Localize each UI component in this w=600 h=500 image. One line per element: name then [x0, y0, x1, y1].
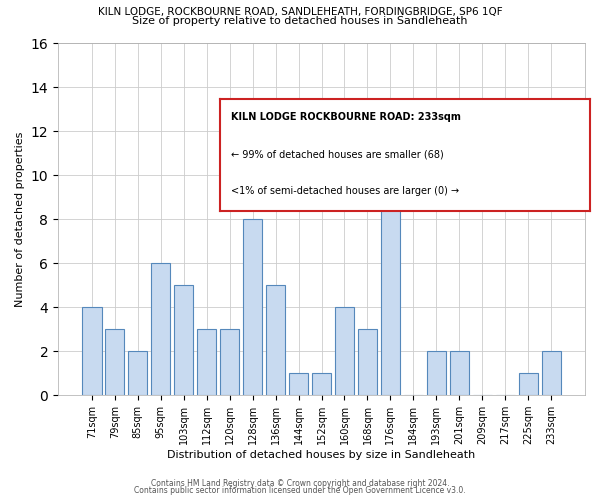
X-axis label: Distribution of detached houses by size in Sandleheath: Distribution of detached houses by size … [167, 450, 476, 460]
Bar [289, 373, 308, 395]
Bar [220, 329, 239, 395]
Bar [518, 373, 538, 395]
Text: ← 99% of detached houses are smaller (68): ← 99% of detached houses are smaller (68… [231, 149, 444, 159]
Text: Contains HM Land Registry data © Crown copyright and database right 2024.: Contains HM Land Registry data © Crown c… [151, 478, 449, 488]
Bar [427, 351, 446, 395]
Bar [380, 109, 400, 395]
Bar [174, 285, 193, 395]
Bar [312, 373, 331, 395]
Text: KILN LODGE ROCKBOURNE ROAD: 233sqm: KILN LODGE ROCKBOURNE ROAD: 233sqm [231, 112, 461, 122]
Bar [542, 351, 561, 395]
Bar [128, 351, 148, 395]
Text: Size of property relative to detached houses in Sandleheath: Size of property relative to detached ho… [132, 16, 468, 26]
Y-axis label: Number of detached properties: Number of detached properties [15, 132, 25, 307]
Bar [335, 307, 354, 395]
Bar [197, 329, 217, 395]
Text: Contains public sector information licensed under the Open Government Licence v3: Contains public sector information licen… [134, 486, 466, 495]
Bar [358, 329, 377, 395]
Text: <1% of semi-detached houses are larger (0) →: <1% of semi-detached houses are larger (… [231, 186, 460, 196]
Bar [266, 285, 286, 395]
Bar [449, 351, 469, 395]
Text: KILN LODGE, ROCKBOURNE ROAD, SANDLEHEATH, FORDINGBRIDGE, SP6 1QF: KILN LODGE, ROCKBOURNE ROAD, SANDLEHEATH… [98, 8, 502, 18]
Bar [243, 219, 262, 395]
Bar [151, 263, 170, 395]
Bar [82, 307, 101, 395]
Bar [105, 329, 124, 395]
